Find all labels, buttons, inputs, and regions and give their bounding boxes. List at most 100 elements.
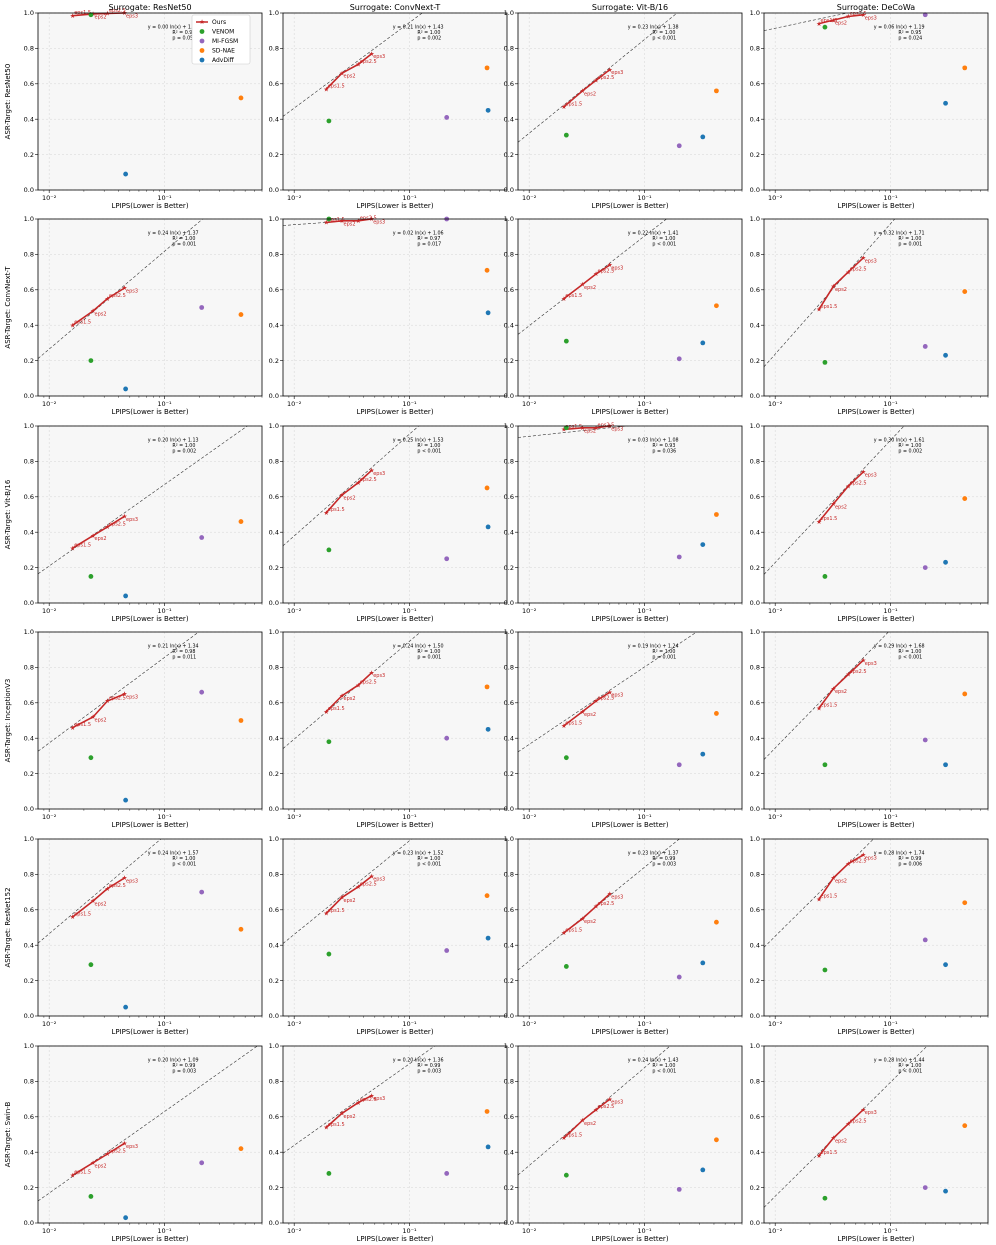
- ours-eps-label: eps2: [835, 21, 847, 27]
- point-sd-nae: [962, 496, 968, 501]
- ours-line: [563, 893, 611, 934]
- ytick-label: 0.8: [504, 458, 514, 466]
- point-mi-fgsm: [444, 115, 450, 120]
- ours-point: ★: [122, 1140, 128, 1148]
- ours-eps-label: eps1.5: [565, 424, 582, 430]
- ytick-label: 0.2: [269, 357, 279, 365]
- ytick-label: 0.2: [504, 770, 514, 778]
- fit-p-value: p < 0.001: [652, 241, 676, 247]
- fit-r2: R² = 0.99: [417, 1063, 440, 1069]
- fit-equation: y = 0.03 ln(x) + 1.08: [628, 437, 679, 443]
- subplot-r0-c1: 0.00.20.40.60.81.010⁻² 10⁻¹★eps1.5★eps2★e…: [269, 3, 508, 210]
- fit-r2: R² = 1.00: [417, 649, 440, 655]
- ours-eps-label: eps2: [95, 901, 107, 907]
- ours-eps-label: eps2.5: [598, 268, 615, 274]
- fit-r2: R² = 1.00: [172, 856, 195, 862]
- fit-r2: R² = 1.00: [652, 1063, 675, 1069]
- subplot-r5-c1: 0.00.20.40.60.81.010⁻² 10⁻¹★eps1.5★eps2★e…: [269, 1042, 508, 1243]
- fit-equation: y = 0.21 ln(x) + 1.43: [393, 24, 444, 30]
- ytick-label: 0.6: [269, 286, 279, 294]
- ours-line: [325, 53, 373, 90]
- plot-area: [518, 219, 742, 396]
- point-venom: [88, 574, 94, 579]
- x-axis-label: LPIPS(Lower is Better): [591, 408, 668, 416]
- ours-point: ★: [580, 1117, 586, 1125]
- point-venom: [563, 1172, 569, 1178]
- ytick-label: 0.8: [24, 664, 34, 672]
- fit-equation: y = 0.02 ln(x) + 1.06: [393, 230, 444, 236]
- point-sd-nae: [714, 88, 719, 94]
- xtick-label: 10⁻²: [768, 607, 783, 615]
- xtick-label: 10⁻²: [42, 1020, 57, 1028]
- ytick-label: 0.4: [24, 734, 34, 742]
- point-sd-nae: [238, 519, 244, 524]
- ytick-label: 0.8: [504, 664, 514, 672]
- ytick-label: 1.0: [269, 1042, 279, 1050]
- fit-p-value: p = 0.002: [417, 35, 441, 41]
- fit-p-value: p = 0.017: [417, 241, 441, 247]
- ours-eps-label: eps2.5: [850, 11, 867, 17]
- plot-frame: [37, 218, 263, 397]
- fit-line-group: [283, 219, 379, 226]
- plot-area: [764, 632, 988, 809]
- ytick-label: 0.4: [24, 528, 34, 536]
- ytick-label: 0.4: [504, 528, 514, 536]
- ytick-label: 0.8: [24, 871, 34, 879]
- ytick-label: 1.0: [24, 215, 34, 223]
- xtick-label: 10⁻¹: [883, 607, 898, 615]
- fit-line-group: [764, 1046, 928, 1208]
- ours-point: ★: [580, 915, 586, 923]
- plot-frame: [282, 838, 508, 1017]
- ours-eps-label: eps1.5: [74, 1170, 91, 1176]
- fit-p-value: p = 0.001: [417, 654, 441, 660]
- ours-eps-label: eps2.5: [598, 1104, 615, 1110]
- ours-point: ★: [607, 890, 613, 898]
- plot-frame: [763, 838, 989, 1017]
- x-axis-label: LPIPS(Lower is Better): [111, 1028, 188, 1036]
- ours-eps-label: eps2: [95, 717, 107, 723]
- ours-point: ★: [561, 722, 567, 730]
- ours-point: ★: [70, 1171, 76, 1179]
- ytick-label: 0.2: [504, 977, 514, 985]
- ours-eps-label: eps3: [126, 694, 138, 700]
- ours-point: ★: [355, 217, 361, 225]
- ours-point: ★: [845, 860, 851, 868]
- ours-eps-label: eps2.5: [360, 477, 377, 483]
- ours-eps-label: eps3: [126, 1144, 138, 1150]
- point-mi-fgsm: [676, 554, 682, 560]
- ours-point: ★: [122, 690, 128, 698]
- ytick-label: 0.8: [504, 45, 514, 53]
- ytick-label: 0.8: [504, 1078, 514, 1086]
- ours-eps-label: eps2: [344, 898, 356, 904]
- ours-eps-label: eps3: [611, 427, 623, 433]
- fit-line: [38, 1046, 258, 1202]
- ours-eps-label: eps2.5: [598, 901, 615, 907]
- ytick-label: 0.6: [504, 1113, 514, 1121]
- fit-equation: y = 0.20 ln(x) + 1.13: [148, 437, 199, 443]
- ytick-label: 1.0: [24, 422, 34, 430]
- ours-line: [818, 257, 864, 310]
- ytick-label: 0.0: [750, 599, 760, 607]
- ytick-label: 0.0: [504, 805, 514, 813]
- plot-frame: [517, 218, 743, 397]
- ours-point: ★: [607, 688, 613, 696]
- ytick-label: 0.4: [750, 321, 760, 329]
- ytick-label: 0.4: [269, 115, 279, 123]
- ours-eps-label: eps3: [126, 878, 138, 884]
- ours-point: ★: [860, 11, 866, 19]
- point-advdiff: [943, 1188, 948, 1194]
- fit-line-group: [764, 839, 874, 948]
- ours-point: ★: [593, 697, 599, 705]
- ours-eps-label: eps2: [344, 1114, 356, 1120]
- x-axis-label: LPIPS(Lower is Better): [356, 1235, 433, 1243]
- x-axis-label: LPIPS(Lower is Better): [837, 202, 914, 210]
- ours-point: ★: [105, 885, 111, 893]
- row-label: ASR-Target: ResNet152: [4, 887, 12, 967]
- ytick-label: 1.0: [24, 1042, 34, 1050]
- ours-point: ★: [90, 307, 96, 315]
- ours-eps-label: eps3: [126, 289, 138, 295]
- subplot-r1-c1: 0.00.20.40.60.81.010⁻² 10⁻¹★eps1.5★eps2 ★e…: [269, 215, 508, 416]
- x-axis-label: LPIPS(Lower is Better): [837, 821, 914, 829]
- ours-eps-label: eps1.5: [328, 706, 345, 712]
- plot-area: [518, 426, 742, 603]
